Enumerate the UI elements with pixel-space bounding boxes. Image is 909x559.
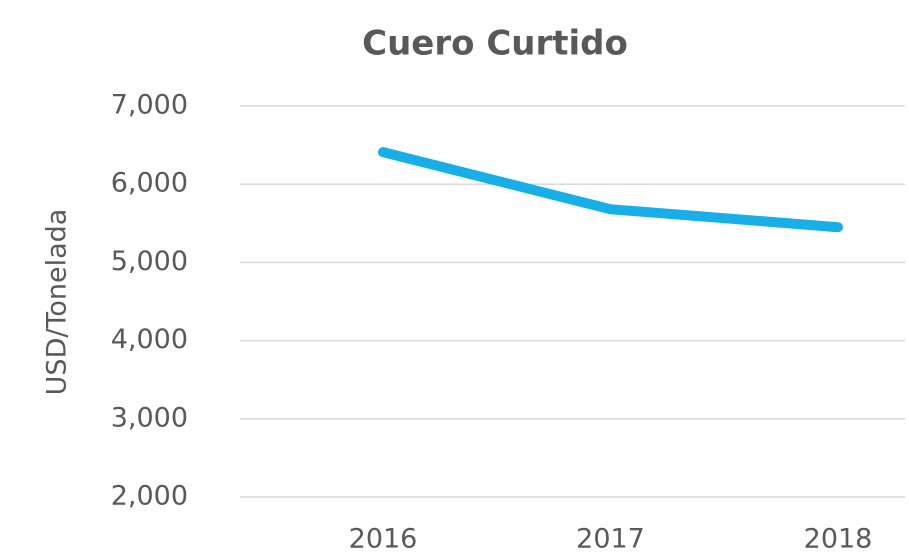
x-tick-label: 2017 (576, 524, 645, 555)
y-tick-label: 7,000 (111, 90, 188, 121)
line-series (378, 147, 843, 233)
y-tick-label: 6,000 (111, 168, 188, 199)
y-tick-label: 4,000 (111, 324, 188, 355)
y-tick-label: 2,000 (111, 481, 188, 512)
x-tick-label: 2018 (804, 524, 873, 555)
y-axis-label: USD/Tonelada (42, 209, 73, 396)
y-tick-label: 5,000 (111, 246, 188, 277)
chart-title: Cuero Curtido (362, 24, 628, 64)
x-tick-label: 2016 (349, 524, 418, 555)
y-tick-label: 3,000 (111, 402, 188, 433)
